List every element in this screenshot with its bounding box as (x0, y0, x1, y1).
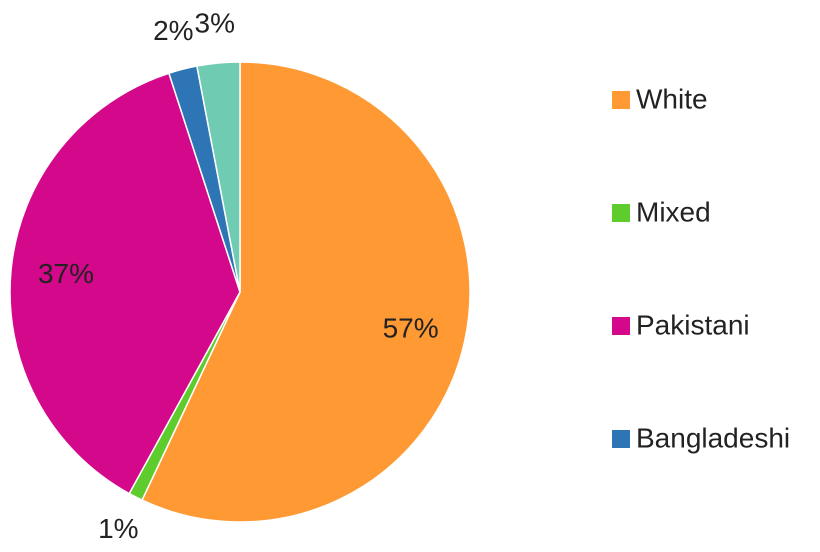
data-label: 37% (38, 258, 94, 289)
data-label: 1% (98, 513, 138, 544)
pie-slice (9, 72, 241, 495)
legend-swatch (612, 91, 630, 109)
legend-label: Mixed (636, 196, 711, 227)
data-label: 57% (383, 313, 439, 344)
data-label: 3% (195, 8, 235, 39)
legend-swatch (612, 204, 630, 222)
pie-slice (141, 61, 471, 523)
legend-swatch (612, 317, 630, 335)
data-label: 2% (153, 15, 193, 46)
legend-label: Bangladeshi (636, 422, 790, 453)
legend-label: White (636, 83, 708, 114)
legend-label: Pakistani (636, 309, 750, 340)
legend-swatch (612, 430, 630, 448)
pie-slice (196, 61, 241, 293)
